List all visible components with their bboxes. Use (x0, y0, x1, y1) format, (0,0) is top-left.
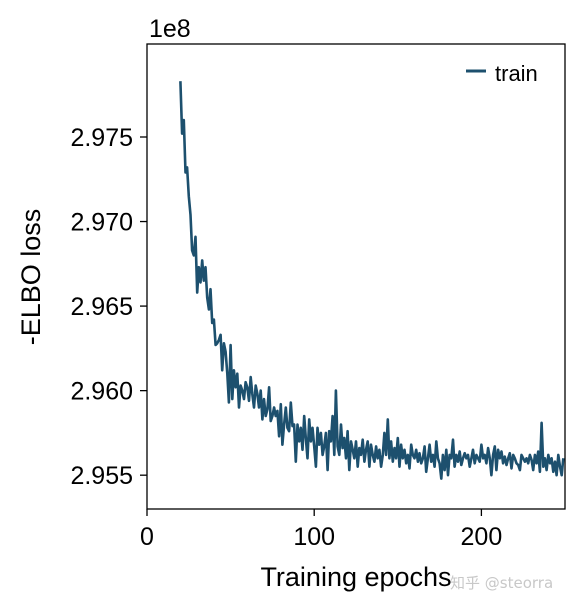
x-tick-label: 0 (140, 523, 154, 551)
y-tick-label: 2.955 (70, 462, 133, 490)
y-tick-label: 2.970 (70, 209, 133, 237)
x-tick-label: 200 (461, 523, 503, 551)
x-axis-title: Training epochs (260, 562, 451, 592)
y-axis-title: -ELBO loss (16, 209, 46, 346)
legend: train (466, 61, 538, 86)
y-tick-label: 2.975 (70, 124, 133, 152)
y-axis-offset-label: 1e8 (149, 15, 191, 43)
watermark-text: 知乎 @steorra (450, 574, 553, 592)
legend-label-train: train (495, 61, 538, 86)
y-tick-label: 2.960 (70, 378, 133, 406)
x-tick-label: 100 (293, 523, 335, 551)
axes-frame (146, 43, 566, 510)
y-tick-label: 2.965 (70, 293, 133, 321)
series-line-train (179, 81, 565, 480)
plot-series-layer (179, 81, 565, 480)
axis-ticks: 0 100 200 2.955 2.960 2.965 2.970 2.975 (70, 124, 502, 551)
